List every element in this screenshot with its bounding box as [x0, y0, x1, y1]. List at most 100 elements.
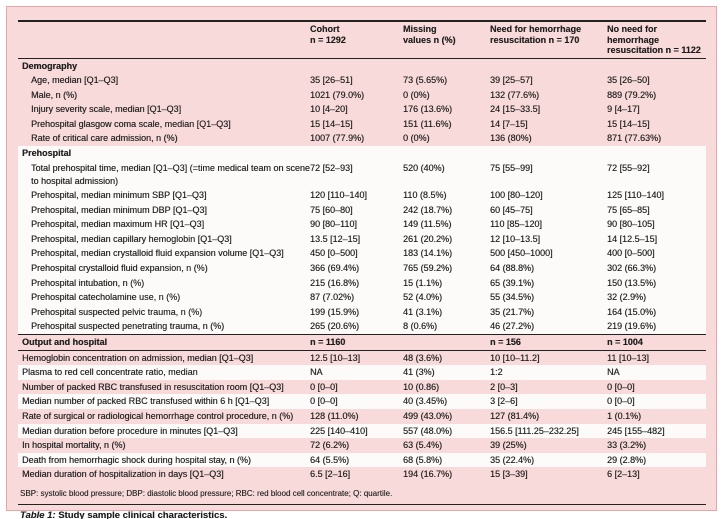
cell-no-need-resuscitation: 0 [0–0] — [607, 381, 635, 392]
cell-no-need-resuscitation: 90 [80–105] — [607, 219, 655, 230]
row-label: Prehospital glasgow coma scale, median [… — [31, 118, 231, 129]
cell-no-need-resuscitation: 9 [4–17] — [607, 104, 640, 115]
section-row: Prehospital — [18, 146, 706, 161]
cell-no-need-resuscitation: 302 (66.3%) — [607, 263, 657, 274]
table-row: Prehospital, median minimum DBP [Q1–Q3] 7… — [18, 202, 706, 218]
table-row: Rate of surgical or radiological hemorrh… — [18, 409, 706, 424]
cell-no-need-resuscitation: 245 [155–482] — [607, 425, 665, 436]
header-line: Missing — [403, 24, 437, 34]
header-line: n = 1292 — [310, 34, 346, 45]
header-empty-cell — [18, 24, 310, 56]
row-label: Prehospital, median minimum SBP [Q1–Q3] — [31, 190, 207, 201]
cell-no-need-resuscitation: 72 [55–92] — [607, 162, 650, 173]
cell-no-need-resuscitation: 0 [0–0] — [607, 396, 635, 407]
cell-cohort: 199 (15.9%) — [310, 306, 360, 317]
cell-missing: 183 (14.1%) — [403, 248, 453, 259]
cell-missing: 41 (3.1%) — [403, 306, 443, 317]
cell-missing: 63 (5.4%) — [403, 440, 443, 451]
header-need-resuscitation: Need for hemorrhage resuscitation n = 17… — [490, 24, 607, 56]
table-row: Median number of packed RBC transfused w… — [18, 394, 706, 409]
row-label: In hospital mortality, n (%) — [22, 440, 126, 451]
table-footnote: SBP: systolic blood pressure; DBP: diast… — [20, 488, 393, 498]
cell-need-resuscitation: 110 [85–120] — [490, 219, 542, 230]
cell-missing: 48 (3.6%) — [403, 352, 443, 363]
header-line: resuscitation n = 170 — [490, 34, 580, 45]
cell-need-resuscitation: 24 [15–33.5] — [490, 104, 541, 115]
header-line: No need for hemorrhage — [607, 24, 660, 45]
cell-need-resuscitation: 14 [7–15] — [490, 118, 528, 129]
cell-cohort: 12.5 [10–13] — [310, 352, 361, 363]
cell-cohort: 10 [4–20] — [310, 104, 348, 115]
cell-missing: 52 (4.0%) — [403, 292, 443, 303]
cell-need-resuscitation: 55 (34.5%) — [490, 292, 535, 303]
cell-no-need-resuscitation: 125 [110–140] — [607, 190, 664, 201]
cell-missing: 0 (0%) — [403, 133, 430, 144]
cell-need-resuscitation — [490, 146, 607, 161]
cell-missing: 520 (40%) — [403, 162, 445, 173]
cell-cohort — [310, 146, 403, 161]
cell-need-resuscitation: 60 [45–75] — [490, 204, 533, 215]
cell-cohort: n = 1160 — [310, 337, 346, 347]
cell-need-resuscitation: 132 (77.6%) — [490, 89, 540, 100]
cell-need-resuscitation: 46 (27.2%) — [490, 321, 535, 332]
row-label: Hemoglobin concentration on admission, m… — [22, 352, 254, 363]
table-row: Prehospital intubation, n (%) 215 (16.8%)… — [18, 275, 706, 291]
cell-missing: 40 (3.45%) — [403, 396, 448, 407]
cell-no-need-resuscitation: 11 [10–13] — [607, 352, 649, 363]
table-row: Prehospital suspected pelvic trauma, n (… — [18, 304, 706, 320]
cell-cohort: 1021 (79.0%) — [310, 89, 365, 100]
cell-cohort: NA — [310, 367, 323, 378]
table-row: Total prehospital time, median [Q1–Q3] (… — [18, 160, 706, 189]
cell-cohort: 120 [110–140] — [310, 190, 367, 201]
cell-no-need-resuscitation: 871 (77.63%) — [607, 133, 662, 144]
row-label: Prehospital, median capillary hemoglobin… — [31, 233, 232, 244]
cell-no-need-resuscitation: 219 (19.6%) — [607, 321, 657, 332]
cell-no-need-resuscitation: 75 [65–85] — [607, 204, 650, 215]
table-row: Age, median [Q1–Q3] 35 [26–51] 73 (5.65%) 3… — [18, 73, 706, 88]
cell-missing: 0 (0%) — [403, 89, 430, 100]
row-label: Rate of surgical or radiological hemorrh… — [22, 410, 294, 421]
row-label: Injury severity scale, median [Q1–Q3] — [31, 104, 182, 115]
cell-no-need-resuscitation: 15 [14–15] — [607, 118, 650, 129]
cell-no-need-resuscitation: NA — [607, 367, 620, 378]
cell-missing — [403, 335, 490, 350]
cell-missing: 765 (59.2%) — [403, 263, 453, 274]
row-label: Rate of critical care admission, n (%) — [31, 133, 178, 144]
table-row: Prehospital suspected penetrating trauma… — [18, 319, 706, 334]
table-row: Death from hemorrhagic shock during hosp… — [18, 452, 706, 468]
cell-cohort — [310, 59, 403, 74]
cell-missing: 176 (13.6%) — [403, 104, 453, 115]
table-row: Prehospital, median capillary hemoglobin… — [18, 231, 706, 247]
cell-need-resuscitation: 39 (25%) — [490, 440, 527, 451]
cell-cohort: 72 (6.2%) — [310, 440, 350, 451]
row-label: Output and hospital — [22, 337, 107, 347]
cell-missing: 194 (16.7%) — [403, 469, 453, 480]
header-missing: Missing values n (%) — [403, 24, 490, 56]
table-row: Hemoglobin concentration on admission, m… — [18, 351, 706, 366]
cell-missing: 242 (18.7%) — [403, 204, 453, 215]
header-cohort: Cohort n = 1292 — [310, 24, 403, 56]
header-line: values n (%) — [403, 34, 456, 45]
row-label: Number of packed RBC transfused in resus… — [22, 381, 284, 392]
cell-missing: 110 (8.5%) — [403, 190, 447, 201]
cell-no-need-resuscitation: 35 [26–50] — [607, 75, 650, 86]
cell-need-resuscitation: 65 (39.1%) — [490, 277, 535, 288]
row-label: Median duration before procedure in minu… — [22, 425, 238, 436]
cell-need-resuscitation: 3 [2–6] — [490, 396, 518, 407]
cell-cohort: 64 (5.5%) — [310, 454, 350, 465]
cell-need-resuscitation: 156.5 [111.25–232.25] — [490, 425, 579, 436]
cell-cohort: 90 [80–110] — [310, 219, 357, 230]
cell-cohort: 450 [0–500] — [310, 248, 358, 259]
cell-cohort: 15 [14–15] — [310, 118, 353, 129]
cell-need-resuscitation: 2 [0–3] — [490, 381, 518, 392]
cell-missing: 499 (43.0%) — [403, 410, 453, 421]
cell-cohort: 87 (7.02%) — [310, 292, 355, 303]
table-caption-number: Table 1: — [20, 509, 56, 519]
table-row: Number of packed RBC transfused in resus… — [18, 380, 706, 395]
table-row: Prehospital crystalloid fluid expansion,… — [18, 261, 706, 276]
row-label: Prehospital, median crystalloid fluid ex… — [31, 248, 284, 259]
cell-missing: 68 (5.8%) — [403, 454, 443, 465]
cell-cohort: 0 [0–0] — [310, 381, 338, 392]
cell-no-need-resuscitation — [607, 146, 706, 161]
table-header: Cohort n = 1292 Missing values n (%) Nee… — [18, 20, 706, 59]
